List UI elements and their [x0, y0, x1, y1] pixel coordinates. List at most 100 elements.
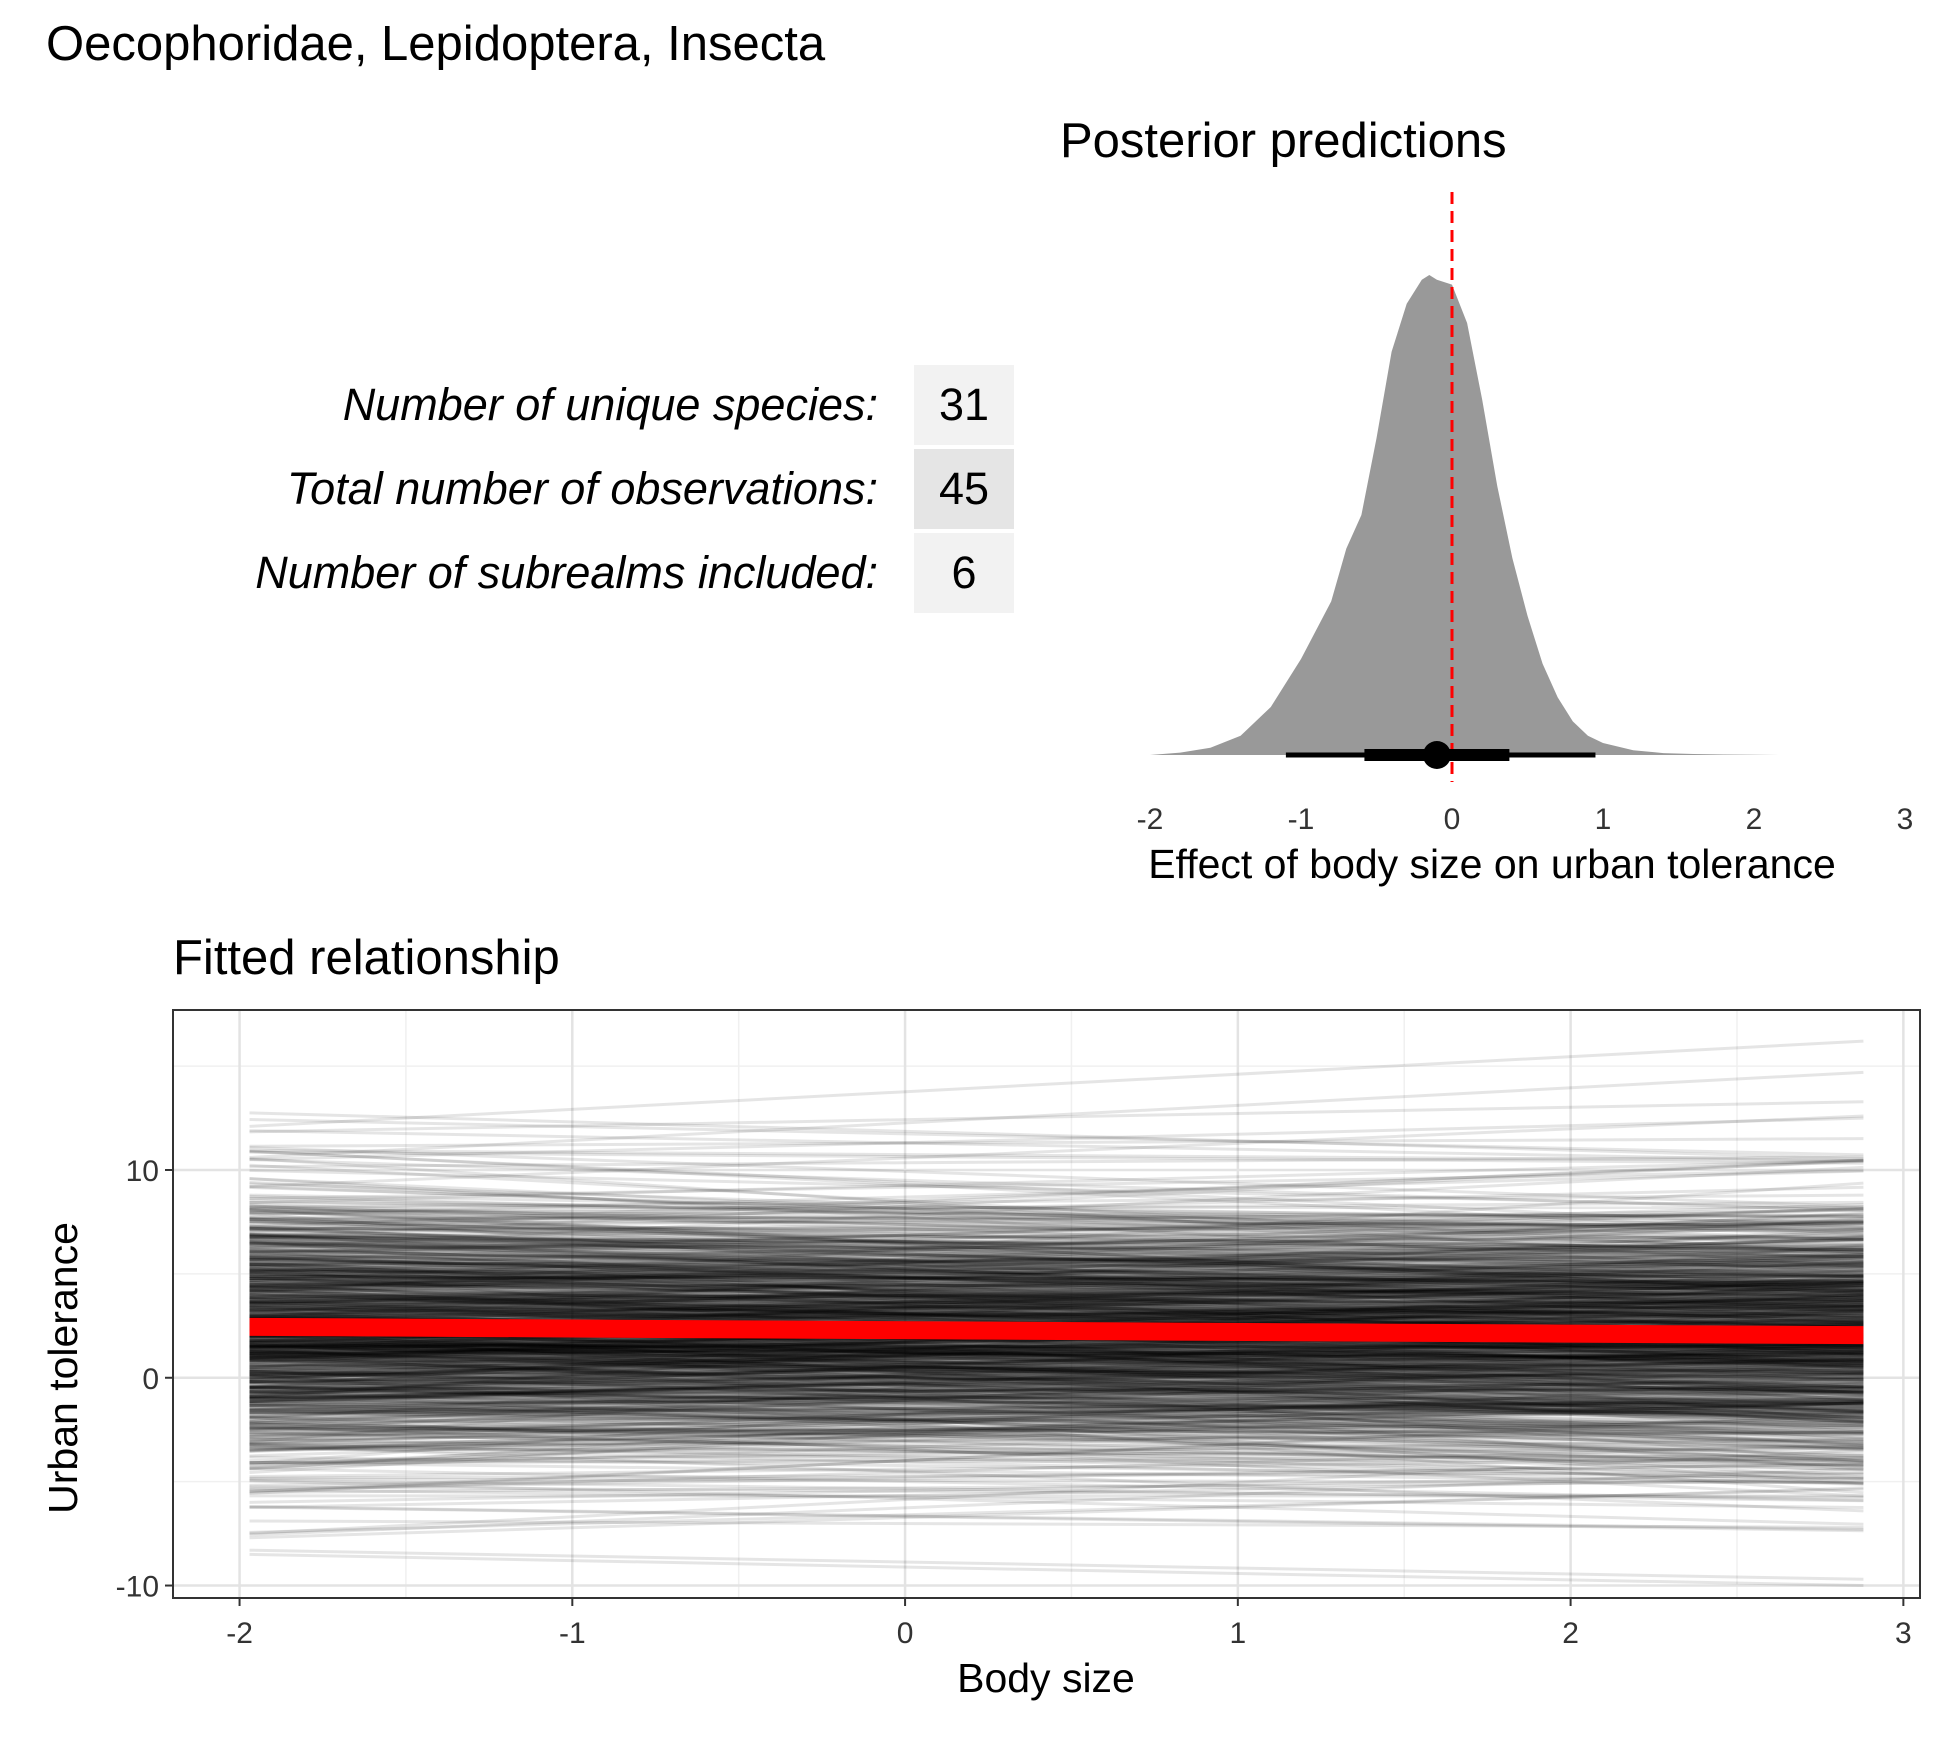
- posterior-draw-line: [249, 1278, 1864, 1321]
- posterior-draw-line: [249, 1228, 1864, 1281]
- stat-label: Number of subrealms included:: [255, 547, 878, 598]
- posterior-draw-line: [249, 1356, 1864, 1400]
- posterior-draw-line: [249, 1365, 1864, 1377]
- posterior-draw-line: [249, 1273, 1864, 1330]
- posterior-draw-line: [249, 1443, 1864, 1493]
- posterior-draw-line: [249, 1286, 1864, 1302]
- posterior-draw-line: [249, 1442, 1864, 1481]
- posterior-draw-line: [249, 1364, 1864, 1448]
- posterior-draw-line: [249, 1291, 1864, 1328]
- posterior-draw-line: [249, 1412, 1864, 1453]
- posterior-draw-line: [249, 1256, 1864, 1308]
- posterior-draw-line: [249, 1243, 1864, 1283]
- posterior-draw-line: [249, 1248, 1864, 1293]
- posterior-draw-line: [249, 1243, 1864, 1253]
- posterior-draw-line: [249, 1384, 1864, 1446]
- posterior-draw-line: [249, 1311, 1864, 1321]
- posterior-draw-line: [249, 1278, 1864, 1298]
- posterior-density-area: [1150, 275, 1875, 755]
- posterior-draw-line: [249, 1386, 1864, 1428]
- posterior-draw-line: [249, 1296, 1864, 1326]
- posterior-draw-line: [249, 1217, 1864, 1278]
- posterior-draw-line: [249, 1281, 1864, 1313]
- posterior-draw-line: [249, 1454, 1864, 1465]
- posterior-draw-line: [249, 1362, 1864, 1418]
- posterior-draw-line: [249, 1257, 1864, 1293]
- posterior-draw-line: [249, 1274, 1864, 1283]
- posterior-draw-line: [249, 1335, 1864, 1363]
- posterior-draw-line: [249, 1425, 1864, 1486]
- posterior-draw-line: [249, 1297, 1864, 1310]
- posterior-draw-line: [249, 1342, 1864, 1351]
- posterior-draw-line: [249, 1369, 1864, 1439]
- posterior-draw-line: [249, 1385, 1864, 1404]
- posterior-draw-line: [249, 1280, 1864, 1298]
- posterior-draw-line: [249, 1255, 1864, 1303]
- posterior-draw-line: [249, 1388, 1864, 1409]
- posterior-draw-line: [249, 1552, 1864, 1588]
- posterior-draw-line: [249, 1397, 1864, 1412]
- posterior-draw-line: [249, 1278, 1864, 1304]
- posterior-draw-line: [249, 1395, 1864, 1429]
- posterior-draw-line: [249, 1257, 1864, 1268]
- posterior-draw-line: [249, 1359, 1864, 1417]
- posterior-draw-line: [249, 1215, 1864, 1259]
- posterior-draw-line: [249, 1244, 1864, 1262]
- posterior-draw-line: [249, 1360, 1864, 1377]
- posterior-draw-line: [249, 1342, 1864, 1428]
- posterior-draw-line: [249, 1254, 1864, 1265]
- posterior-draw-line: [249, 1163, 1864, 1255]
- posterior-draw-line: [249, 1376, 1864, 1409]
- posterior-draw-line: [249, 1431, 1864, 1467]
- posterior-draw-line: [249, 1394, 1864, 1413]
- posterior-draw-line: [249, 1403, 1864, 1443]
- posterior-draw-line: [249, 1199, 1864, 1231]
- posterior-draw-line: [249, 1400, 1864, 1423]
- posterior-draw-line: [249, 1181, 1864, 1295]
- posterior-draw-line: [249, 1177, 1864, 1275]
- posterior-draw-line: [249, 1401, 1864, 1458]
- posterior-draw-line: [249, 1237, 1864, 1288]
- posterior-draw-line: [249, 1397, 1864, 1427]
- posterior-draw-line: [249, 1418, 1864, 1438]
- posterior-draw-line: [249, 1232, 1864, 1257]
- posterior-draw-line: [249, 1337, 1864, 1371]
- posterior-draw-line: [249, 1291, 1864, 1307]
- posterior-draw-line: [249, 1422, 1864, 1455]
- posterior-draw-line: [249, 1263, 1864, 1367]
- posterior-draw-line: [249, 1229, 1864, 1295]
- posterior-draw-line: [249, 1239, 1864, 1292]
- posterior-draw-line: [249, 1148, 1864, 1163]
- posterior-draw-line: [249, 1370, 1864, 1389]
- posterior-draw-line: [249, 1369, 1864, 1375]
- posterior-draw-line: [249, 1386, 1864, 1394]
- posterior-draw-line: [249, 1264, 1864, 1330]
- posterior-draw-line: [249, 1337, 1864, 1405]
- posterior-draw-line: [249, 1327, 1864, 1389]
- posterior-draw-line: [249, 1349, 1864, 1385]
- posterior-draw-line: [249, 1202, 1864, 1258]
- posterior-draw-line: [249, 1276, 1864, 1326]
- posterior-draw-line: [249, 1251, 1864, 1319]
- posterior-draw-line: [249, 1414, 1864, 1471]
- posterior-draw-line: [249, 1243, 1864, 1370]
- posterior-draw-line: [249, 1293, 1864, 1307]
- posterior-draw-line: [249, 1461, 1864, 1485]
- posterior-draw-line: [249, 1389, 1864, 1470]
- posterior-draw-line: [249, 1236, 1864, 1249]
- posterior-draw-line: [249, 1356, 1864, 1382]
- posterior-draw-line: [249, 1226, 1864, 1251]
- posterior-draw-line: [249, 1386, 1864, 1400]
- posterior-draw-line: [249, 1253, 1864, 1271]
- posterior-draw-line: [249, 1364, 1864, 1412]
- posterior-draw-line: [249, 1329, 1864, 1384]
- posterior-draw-line: [249, 1220, 1864, 1239]
- posterior-draw-line: [249, 1272, 1864, 1285]
- posterior-draw-line: [249, 1349, 1864, 1376]
- posterior-draw-line: [249, 1353, 1864, 1358]
- posterior-draw-line: [249, 1286, 1864, 1309]
- posterior-draw-line: [249, 1219, 1864, 1254]
- posterior-draw-line: [249, 1357, 1864, 1430]
- posterior-draw-line: [249, 1349, 1864, 1355]
- posterior-draw-line: [249, 1234, 1864, 1250]
